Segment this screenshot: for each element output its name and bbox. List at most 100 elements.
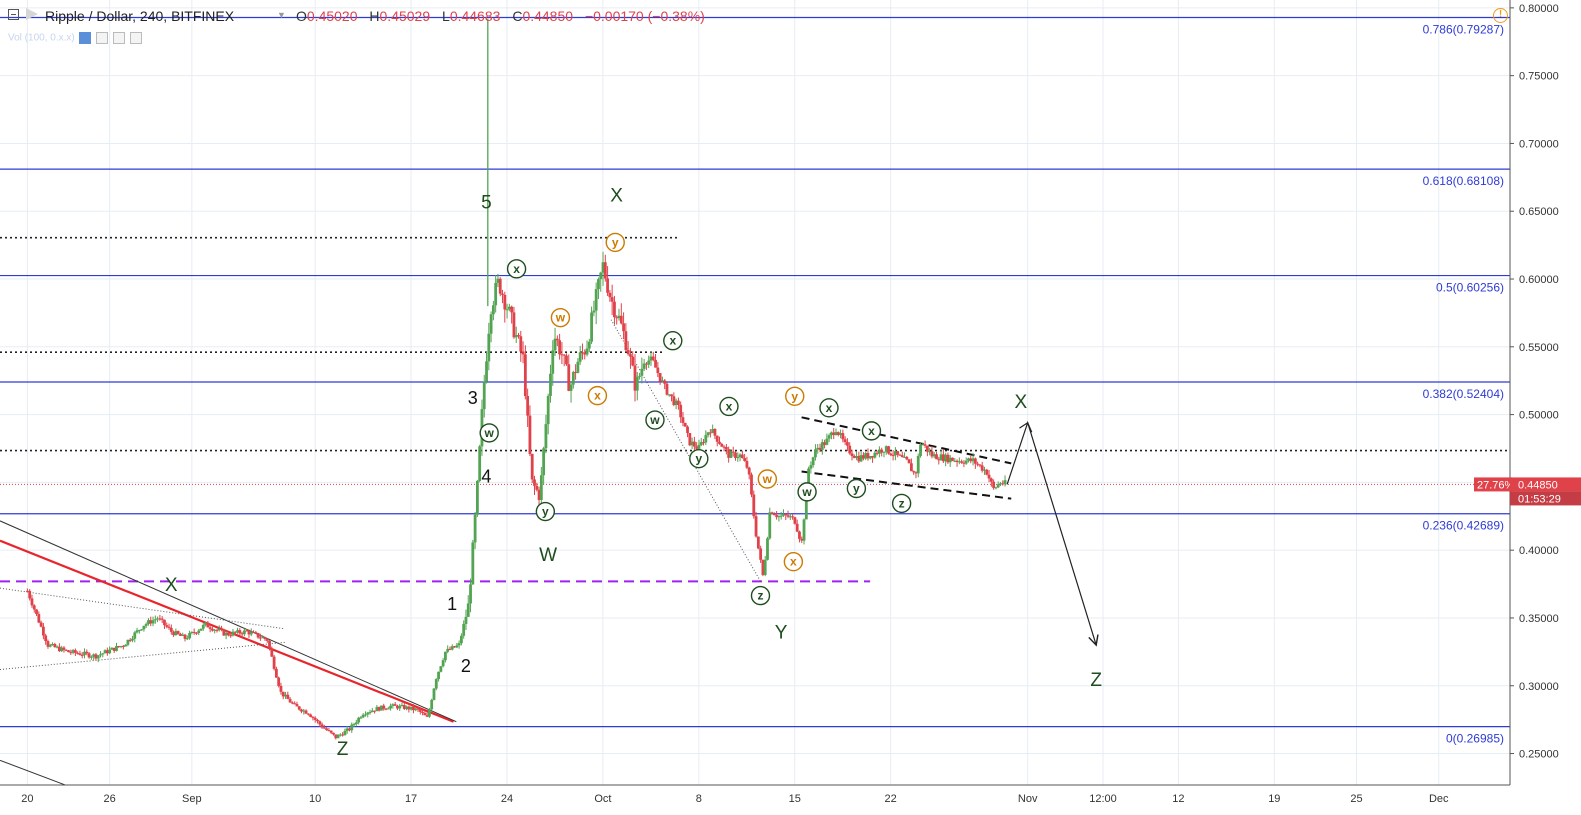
candle-body bbox=[635, 376, 639, 391]
candle-body bbox=[370, 710, 374, 713]
candle-body bbox=[875, 452, 879, 454]
candle-body bbox=[425, 715, 429, 717]
candle-body bbox=[416, 708, 420, 710]
candle-body bbox=[603, 262, 607, 279]
candle-body bbox=[777, 516, 781, 518]
time-tick-label: Oct bbox=[594, 793, 611, 805]
candle-body bbox=[889, 453, 893, 456]
price-tick-label: 0.60000 bbox=[1519, 274, 1559, 286]
candle-body bbox=[793, 517, 797, 524]
wave-number-label: 2 bbox=[461, 656, 471, 676]
candle-body bbox=[249, 631, 253, 635]
chevron-down-icon[interactable]: ▼ bbox=[277, 10, 286, 20]
candle-body bbox=[592, 310, 596, 313]
candle-body bbox=[594, 289, 598, 311]
candle-body bbox=[937, 459, 941, 461]
trendlines[interactable] bbox=[0, 319, 1096, 797]
candle-body bbox=[261, 637, 265, 639]
format-icon[interactable] bbox=[113, 32, 126, 44]
candle-body bbox=[409, 706, 413, 710]
candle-body bbox=[537, 489, 541, 500]
fib-level-label: 0(0.26985) bbox=[1446, 732, 1504, 746]
price-tick-label: 0.80000 bbox=[1519, 3, 1559, 15]
collapse-icon[interactable] bbox=[8, 9, 19, 20]
candle-body bbox=[505, 309, 509, 311]
eye-icon[interactable] bbox=[79, 32, 92, 44]
settings-icon[interactable] bbox=[96, 32, 109, 44]
candle-body bbox=[814, 449, 817, 458]
candle-body bbox=[137, 630, 141, 632]
symbol-title[interactable]: Ripple / Dollar, 240, BITFINEX bbox=[45, 8, 235, 24]
candle-body bbox=[763, 559, 767, 575]
wave-circle-text: y bbox=[791, 389, 798, 403]
wave-circle bbox=[750, 585, 771, 606]
candle-body bbox=[514, 335, 518, 338]
candle-body bbox=[87, 653, 91, 658]
circled-wave-label: y bbox=[605, 232, 625, 253]
candle-body bbox=[101, 653, 105, 655]
candle-body bbox=[779, 515, 783, 517]
candle-body bbox=[884, 446, 888, 452]
candle-body bbox=[750, 474, 753, 495]
candle-body bbox=[361, 714, 365, 718]
candle-body bbox=[85, 651, 89, 654]
candle-body bbox=[169, 627, 173, 632]
candle-body bbox=[78, 653, 82, 655]
candle-body bbox=[389, 705, 392, 709]
candle-body bbox=[142, 625, 146, 630]
circled-wave-label: y bbox=[785, 386, 805, 406]
candle-body bbox=[676, 400, 680, 405]
candle-body bbox=[26, 590, 29, 592]
candle-body bbox=[633, 365, 637, 391]
candle-body bbox=[638, 375, 641, 377]
candle-body bbox=[190, 631, 194, 634]
circled-wave-label: y bbox=[535, 501, 556, 522]
candle-body bbox=[268, 640, 271, 649]
candle-body bbox=[57, 646, 61, 652]
candle-body bbox=[313, 717, 317, 720]
candle-body bbox=[878, 449, 881, 454]
current-price-tag-text: 0.44850 bbox=[1518, 479, 1558, 491]
candle-body bbox=[71, 650, 75, 653]
wave-circle-text: x bbox=[826, 401, 833, 415]
candle-body bbox=[332, 732, 335, 735]
candle-body bbox=[462, 623, 466, 636]
candle-body bbox=[30, 598, 34, 606]
candle-body bbox=[158, 618, 162, 620]
wave-circle-text: z bbox=[757, 589, 763, 603]
candle-body bbox=[306, 713, 310, 715]
candle-body bbox=[857, 456, 861, 462]
candle-body bbox=[713, 429, 717, 436]
candle-body bbox=[147, 620, 150, 624]
candle-body bbox=[437, 671, 440, 680]
candle-body bbox=[320, 724, 324, 728]
candle-body bbox=[414, 708, 418, 711]
candle-body bbox=[583, 352, 587, 355]
circled-wave-label: y bbox=[689, 448, 709, 469]
candle-body bbox=[44, 635, 48, 642]
candle-body bbox=[179, 633, 182, 636]
percent-tag-text: 27.76% bbox=[1477, 479, 1515, 491]
wave-circle-text: z bbox=[899, 496, 905, 510]
candle-body bbox=[83, 651, 86, 656]
candle-body bbox=[530, 453, 534, 480]
candle-body bbox=[163, 619, 166, 626]
price-tick-label: 0.55000 bbox=[1519, 342, 1559, 354]
candle-body bbox=[839, 433, 842, 435]
candle-body bbox=[526, 396, 530, 416]
price-tick-label: 0.40000 bbox=[1519, 545, 1559, 557]
wave-circle-text: x bbox=[726, 399, 733, 413]
candle-body bbox=[656, 367, 660, 374]
warning-icon[interactable]: ! bbox=[1493, 8, 1508, 23]
candle-body bbox=[827, 435, 831, 439]
time-tick-label: 24 bbox=[501, 793, 513, 805]
horizontal-dotted-lines[interactable] bbox=[0, 236, 1510, 583]
indicator-legend[interactable]: Vol (100, 0.x.x) bbox=[8, 32, 142, 46]
expand-arrow-icon[interactable] bbox=[26, 8, 38, 20]
close-icon[interactable] bbox=[129, 32, 142, 44]
candle-body bbox=[893, 451, 897, 456]
candle-body bbox=[715, 435, 719, 442]
candle-body bbox=[729, 451, 733, 458]
candle-body bbox=[613, 301, 616, 318]
